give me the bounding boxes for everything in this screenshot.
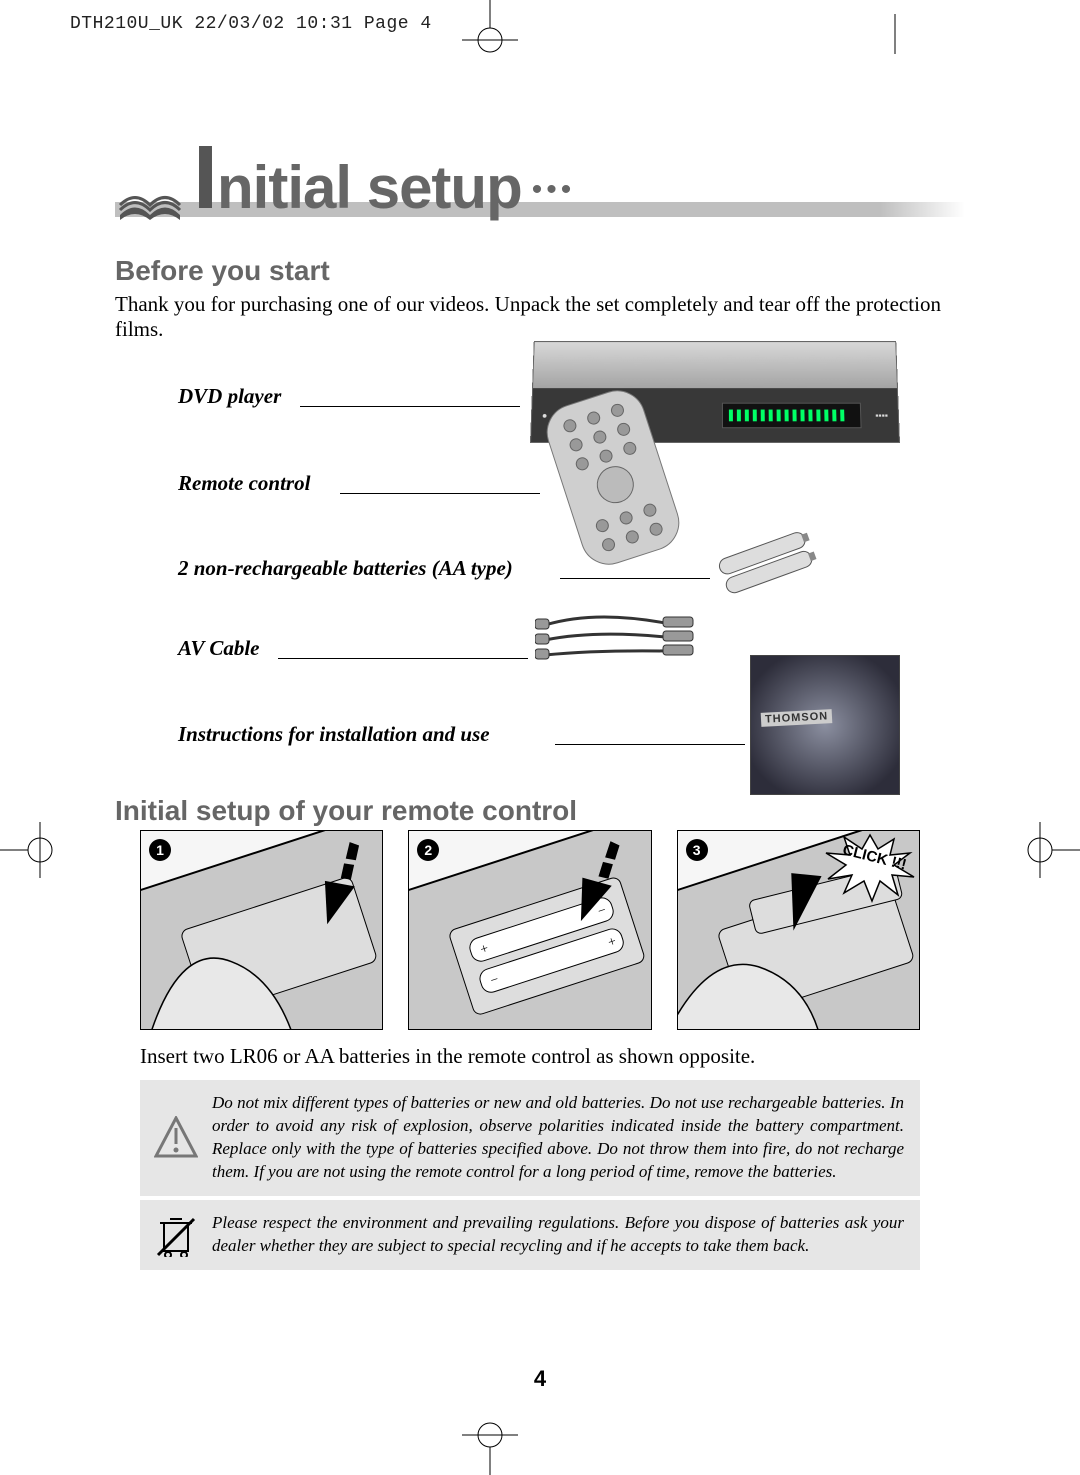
recycle-bin-icon <box>154 1213 198 1257</box>
title-capital: I <box>193 128 217 228</box>
leader-dvd <box>300 406 520 407</box>
illustration-batteries <box>710 525 830 595</box>
warning-icon <box>154 1116 198 1160</box>
section-before-you-start: Before you start <box>115 255 330 287</box>
step-number-3: 3 <box>686 839 708 861</box>
leader-batteries <box>560 578 710 579</box>
title-dots: ••• <box>532 173 576 225</box>
label-av-cable: AV Cable <box>178 636 260 661</box>
crop-mark-top <box>460 0 520 60</box>
page-title-row: Initial setup ••• <box>115 135 965 225</box>
label-batteries: 2 non-rechargeable batteries (AA type) <box>178 556 513 581</box>
leader-instructions <box>555 744 745 745</box>
title-rest: nitial setup <box>217 154 522 221</box>
manual-brand: THOMSON <box>761 709 833 727</box>
illustration-manual: THOMSON <box>750 655 900 795</box>
step-number-1: 1 <box>149 839 171 861</box>
step-2: +− −+ 2 <box>408 830 651 1030</box>
step-number-2: 2 <box>417 839 439 861</box>
crop-mark-right <box>1020 820 1080 880</box>
leader-remote <box>340 493 540 494</box>
warning-recycle-text: Please respect the environment and preva… <box>212 1213 904 1255</box>
warning-recycle: Please respect the environment and preva… <box>140 1200 920 1270</box>
crop-tick-top <box>890 14 900 54</box>
insert-instruction: Insert two LR06 or AA batteries in the r… <box>140 1044 755 1069</box>
step-row: 1 +− −+ 2 <box>140 830 920 1030</box>
label-instructions: Instructions for installation and use <box>178 722 490 747</box>
crop-mark-left <box>0 820 60 880</box>
label-remote: Remote control <box>178 471 310 496</box>
book-icon <box>115 170 185 225</box>
page-number: 4 <box>534 1366 546 1392</box>
leader-av <box>278 658 528 659</box>
step-1: 1 <box>140 830 383 1030</box>
intro-text: Thank you for purchasing one of our vide… <box>115 292 965 342</box>
section-remote-setup: Initial setup of your remote control <box>115 795 577 827</box>
page-title: Initial setup <box>193 133 522 225</box>
warning-battery-text: Do not mix different types of batteries … <box>212 1093 904 1181</box>
print-header: DTH210U_UK 22/03/02 10:31 Page 4 <box>70 14 432 34</box>
illustration-av-cable <box>535 605 705 685</box>
label-dvd-player: DVD player <box>178 384 281 409</box>
warning-battery: Do not mix different types of batteries … <box>140 1080 920 1196</box>
page-content: Initial setup ••• Before you start Thank… <box>60 60 1020 1410</box>
crop-mark-bottom <box>460 1415 520 1475</box>
step-3: CLICK !!! 3 <box>677 830 920 1030</box>
